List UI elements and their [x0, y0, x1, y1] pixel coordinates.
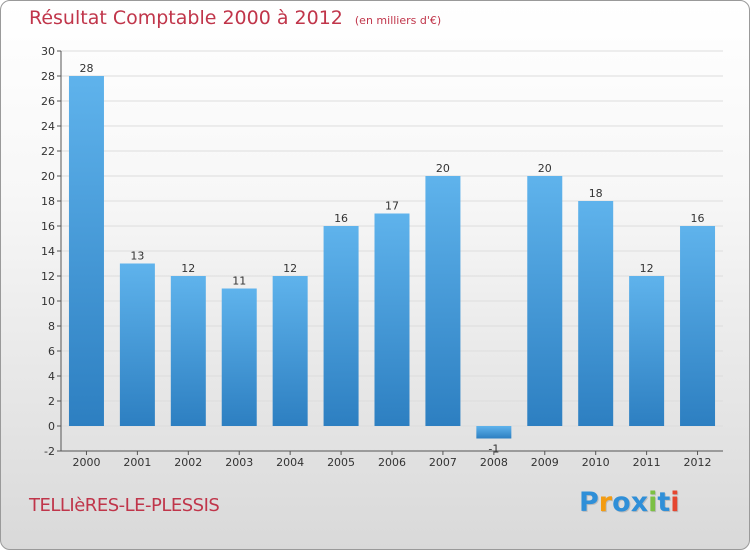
y-tick-label: 10	[41, 295, 55, 308]
y-tick-label: 28	[41, 70, 55, 83]
y-tick-label: 0	[48, 420, 55, 433]
y-tick-label: 2	[48, 395, 55, 408]
data-label-2009: 20	[538, 162, 552, 175]
logo-letter: P	[579, 487, 599, 518]
data-label-2001: 13	[130, 250, 144, 263]
x-tick-label: 2004	[276, 456, 304, 469]
y-tick-label: 8	[48, 320, 55, 333]
bar-2000	[68, 76, 104, 426]
y-tick-label: 12	[41, 270, 55, 283]
bar-2009	[527, 176, 563, 426]
x-tick-label: 2005	[327, 456, 355, 469]
y-tick-label: 30	[41, 45, 55, 58]
data-label-2006: 17	[385, 200, 399, 213]
y-tick-label: -2	[44, 445, 55, 458]
data-label-2002: 12	[181, 262, 195, 275]
bar-2008	[476, 426, 512, 439]
x-tick-label: 2008	[480, 456, 508, 469]
x-tick-label: 2007	[429, 456, 457, 469]
data-label-2004: 12	[283, 262, 297, 275]
data-label-2000: 28	[79, 62, 93, 75]
x-tick-label: 2003	[225, 456, 253, 469]
data-label-2012: 16	[691, 212, 705, 225]
logo-letter: t	[657, 487, 671, 518]
x-tick-label: 2010	[582, 456, 610, 469]
bar-2012	[680, 226, 716, 426]
data-label-2010: 18	[589, 187, 603, 200]
y-tick-label: 26	[41, 95, 55, 108]
data-label-2005: 16	[334, 212, 348, 225]
axes	[57, 50, 723, 455]
y-tick-label: 18	[41, 195, 55, 208]
y-tick-label: 14	[41, 245, 55, 258]
y-tick-label: 24	[41, 120, 55, 133]
x-tick-label: 2002	[174, 456, 202, 469]
commune-name: TELLIèRES-LE-PLESSIS	[29, 495, 220, 516]
chart-subtitle: (en milliers d'€)	[354, 14, 442, 27]
data-label-2008: -1	[488, 443, 499, 456]
bar-2002	[170, 276, 206, 426]
bar-2005	[323, 226, 359, 426]
data-label-2003: 11	[232, 275, 246, 288]
chart-title: Résultat Comptable 2000 à 2012 (en millie…	[29, 7, 441, 29]
y-tick-label: 6	[48, 345, 55, 358]
bar-2011	[629, 276, 665, 426]
x-tick-label: 2012	[684, 456, 712, 469]
bars	[68, 76, 716, 439]
x-tick-label: 2009	[531, 456, 559, 469]
y-tick-label: 22	[41, 145, 55, 158]
data-labels: 28 13 12 11 12 16 17 20 -1 20 18 12 16	[79, 62, 704, 456]
bar-2004	[272, 276, 308, 426]
x-tick-label: 2011	[633, 456, 661, 469]
bar-2003	[221, 288, 257, 426]
bar-2001	[119, 263, 155, 426]
x-tick-label: 2001	[123, 456, 151, 469]
bar-2007	[425, 176, 461, 426]
x-tick-label: 2006	[378, 456, 406, 469]
bar-2006	[374, 213, 410, 426]
logo-letter: o	[612, 487, 631, 518]
chart-title-text: Résultat Comptable 2000 à 2012	[29, 7, 343, 29]
bar-2010	[578, 201, 614, 426]
logo-letter: i	[670, 487, 680, 518]
x-tick-labels: 2000 2001 2002 2003 2004 2005 2006 2007 2008 2009…	[72, 456, 711, 469]
x-tick-label: 2000	[72, 456, 100, 469]
logo-letter: i	[648, 487, 658, 518]
y-tick-label: 20	[41, 170, 55, 183]
y-tick-label: 4	[48, 370, 55, 383]
data-label-2011: 12	[640, 262, 654, 275]
logo-letter: r	[598, 487, 613, 518]
data-label-2007: 20	[436, 162, 450, 175]
proxiti-logo: Proxiti	[579, 487, 699, 523]
logo-letter: x	[630, 487, 649, 518]
y-tick-label: 16	[41, 220, 55, 233]
